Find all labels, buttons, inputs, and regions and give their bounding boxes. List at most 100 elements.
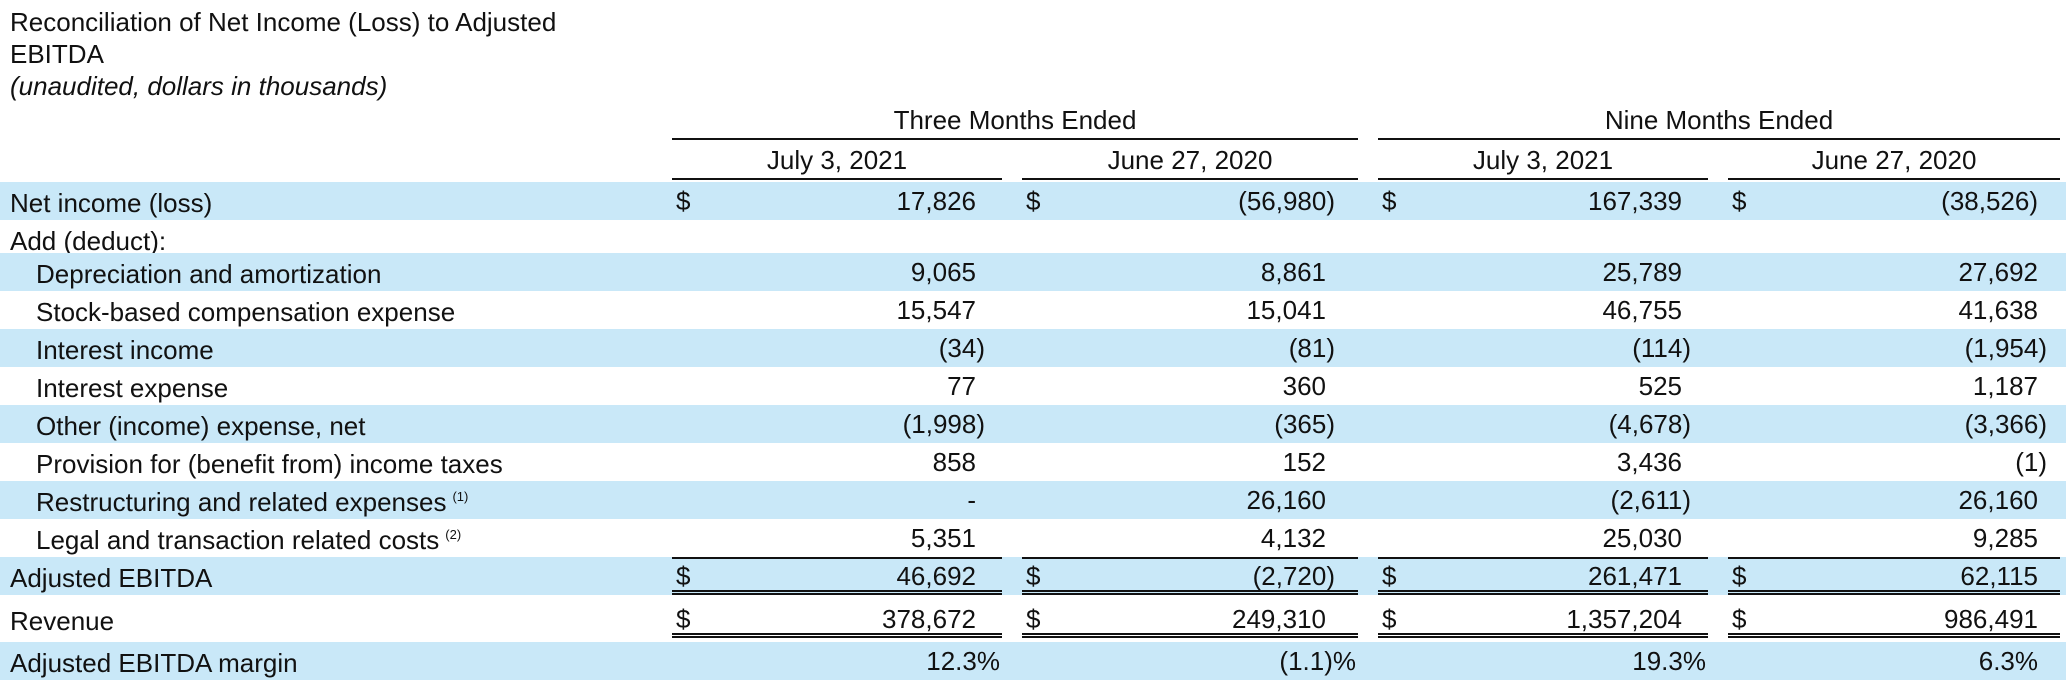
table-row-revenue: Revenue $ 378,672 $ 249,310 $ 1,357,204 …	[0, 600, 2066, 638]
value-cell: (2,720)	[1252, 561, 1335, 591]
value-cell: 25,789	[1602, 257, 1682, 287]
column-header-ytd-2020: June 27, 2020	[1728, 142, 2060, 180]
row-label: Net income (loss)	[10, 188, 213, 218]
row-label: Adjusted EBITDA margin	[10, 648, 298, 678]
total-double-rule	[1378, 590, 1708, 595]
table-row-add-deduct: Add (deduct):	[0, 220, 2066, 258]
row-label: Legal and transaction related costs (2)	[36, 525, 461, 556]
value-cell: 5,351	[910, 523, 976, 553]
value-cell: 1,357,204	[1566, 604, 1682, 634]
value-cell: 62,115	[1960, 561, 2038, 591]
value-cell: (56,980)	[1238, 186, 1335, 216]
value-cell: 378,672	[882, 604, 976, 634]
row-label: Revenue	[10, 606, 115, 636]
table-row-income-taxes: Provision for (benefit from) income taxe…	[0, 443, 2066, 481]
row-label: Adjusted EBITDA	[10, 563, 213, 593]
currency-symbol: $	[676, 186, 691, 216]
value-cell: 4,132	[1260, 523, 1326, 553]
row-label-text: Legal and transaction related costs	[36, 525, 440, 555]
value-cell: 525	[1638, 371, 1682, 401]
table-row-ebitda-margin: Adjusted EBITDA margin 12.3% (1.1)% 19.3…	[0, 642, 2066, 680]
column-header-ytd-2021: July 3, 2021	[1378, 142, 1708, 180]
table-row-interest-income: Interest income (34) (81) (114) (1,954)	[0, 329, 2066, 367]
value-cell: 19.3%	[1632, 646, 1706, 676]
currency-symbol: $	[676, 561, 691, 591]
total-double-rule	[672, 590, 1002, 595]
group-header-nine-months: Nine Months Ended	[1378, 102, 2060, 140]
currency-symbol: $	[1382, 186, 1397, 216]
value-cell: (1)	[2015, 447, 2047, 477]
value-cell: (1,998)	[902, 409, 985, 439]
value-cell: 8,861	[1260, 257, 1326, 287]
value-cell: 9,065	[910, 257, 976, 287]
table-row-restructuring: Restructuring and related expenses (1) - …	[0, 481, 2066, 519]
value-cell: (38,526)	[1941, 186, 2038, 216]
value-cell: (114)	[1632, 333, 1691, 363]
value-cell: 15,547	[896, 295, 976, 325]
group-header-three-months: Three Months Ended	[672, 102, 1358, 140]
row-label: Provision for (benefit from) income taxe…	[36, 449, 503, 479]
value-cell: (365)	[1274, 409, 1335, 439]
row-label: Interest expense	[36, 373, 229, 403]
table-row-other-expense: Other (income) expense, net (1,998) (365…	[0, 405, 2066, 443]
table-row-legal-costs: Legal and transaction related costs (2) 5…	[0, 519, 2066, 557]
currency-symbol: $	[1382, 561, 1397, 591]
currency-symbol: $	[1026, 604, 1041, 634]
row-label: Depreciation and amortization	[36, 259, 382, 289]
currency-symbol: $	[1732, 186, 1747, 216]
value-cell: (34)	[938, 333, 985, 363]
value-cell: 46,755	[1602, 295, 1682, 325]
total-double-rule	[1022, 590, 1358, 595]
value-cell: 1,187	[1972, 371, 2038, 401]
table-title: Reconciliation of Net Income (Loss) to A…	[10, 7, 557, 69]
subtotal-rule	[1728, 557, 2060, 559]
table-row-net-income: Net income (loss) $ 17,826 $ (56,980) $ …	[0, 182, 2066, 220]
table-row-interest-expense: Interest expense 77 360 525 1,187	[0, 367, 2066, 405]
currency-symbol: $	[1732, 604, 1747, 634]
total-double-rule	[1022, 633, 1358, 638]
value-cell: 77	[947, 371, 976, 401]
table-row-adjusted-ebitda: Adjusted EBITDA $ 46,692 $ (2,720) $ 261…	[0, 557, 2066, 595]
footnote-marker: (2)	[445, 527, 462, 543]
value-cell: 26,160	[1246, 485, 1326, 515]
value-cell: (2,611)	[1610, 485, 1691, 515]
currency-symbol: $	[1382, 604, 1397, 634]
value-cell: 858	[932, 447, 976, 477]
value-cell: 27,692	[1958, 257, 2038, 287]
table-row-stock-compensation: Stock-based compensation expense 15,547 …	[0, 291, 2066, 329]
value-cell: 41,638	[1958, 295, 2038, 325]
value-cell: 12.3%	[926, 646, 1000, 676]
total-double-rule	[1728, 590, 2060, 595]
value-cell: 986,491	[1944, 604, 2038, 634]
row-label-text: Restructuring and related expenses	[36, 487, 447, 517]
value-cell: (1.1)%	[1279, 646, 1356, 676]
row-label: Restructuring and related expenses (1)	[36, 487, 468, 518]
subtotal-rule	[672, 557, 1002, 559]
value-cell: (1,954)	[1964, 333, 2047, 363]
total-double-rule	[1378, 633, 1708, 638]
currency-symbol: $	[1732, 561, 1747, 591]
column-header-q-2021: July 3, 2021	[672, 142, 1002, 180]
currency-symbol: $	[1026, 186, 1041, 216]
value-cell: -	[967, 485, 976, 515]
value-cell: 6.3%	[1978, 646, 2038, 676]
table-row-depreciation: Depreciation and amortization 9,065 8,86…	[0, 253, 2066, 291]
value-cell: (3,366)	[1964, 409, 2047, 439]
subtotal-rule	[1022, 557, 1358, 559]
value-cell: (4,678)	[1608, 409, 1691, 439]
currency-symbol: $	[1026, 561, 1041, 591]
total-double-rule	[672, 633, 1002, 638]
value-cell: 46,692	[896, 561, 976, 591]
column-header-q-2020: June 27, 2020	[1022, 142, 1358, 180]
value-cell: 9,285	[1972, 523, 2038, 553]
value-cell: 17,826	[896, 186, 976, 216]
row-label: Add (deduct):	[10, 226, 167, 256]
row-label: Other (income) expense, net	[36, 411, 366, 441]
value-cell: 261,471	[1588, 561, 1682, 591]
value-cell: 26,160	[1958, 485, 2038, 515]
value-cell: 3,436	[1616, 447, 1682, 477]
value-cell: 25,030	[1602, 523, 1682, 553]
subtotal-rule	[1378, 557, 1708, 559]
value-cell: (81)	[1288, 333, 1335, 363]
value-cell: 249,310	[1232, 604, 1326, 634]
